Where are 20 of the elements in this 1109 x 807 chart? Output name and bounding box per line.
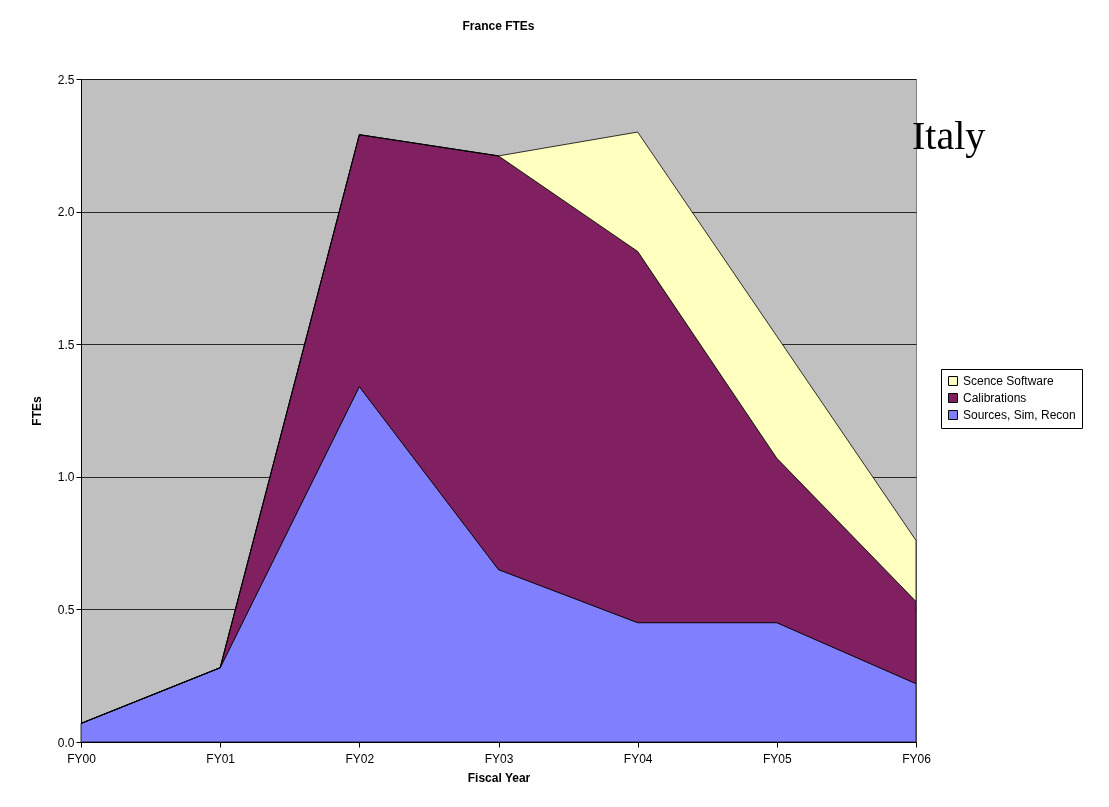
legend-label: Scence Software <box>963 374 1055 388</box>
x-tick-label: FY00 <box>67 751 97 766</box>
y-tick-label: 0.5 <box>57 602 75 617</box>
y-tick-label: 1.0 <box>57 470 75 485</box>
y-tick-label: 2.5 <box>57 72 75 87</box>
x-axis-title: Fiscal Year <box>467 770 531 785</box>
x-tick-label: FY02 <box>345 751 375 766</box>
x-tick-label: FY05 <box>762 751 792 766</box>
y-tick-label: 2.0 <box>57 205 75 220</box>
y-tick-label: 0.0 <box>57 735 75 750</box>
chart-title: France FTEs <box>462 19 535 33</box>
x-tick-label: FY03 <box>484 751 514 766</box>
x-tick-label: FY06 <box>902 751 932 766</box>
y-axis-title: FTEs <box>29 396 44 426</box>
legend-label: Sources, Sim, Recon <box>963 408 1076 422</box>
x-tick-label: FY01 <box>206 751 236 766</box>
annotation: Italy <box>912 112 986 159</box>
y-tick-label: 1.5 <box>57 337 75 352</box>
legend-label: Calibrations <box>963 391 1027 405</box>
x-tick-label: FY04 <box>623 751 653 766</box>
